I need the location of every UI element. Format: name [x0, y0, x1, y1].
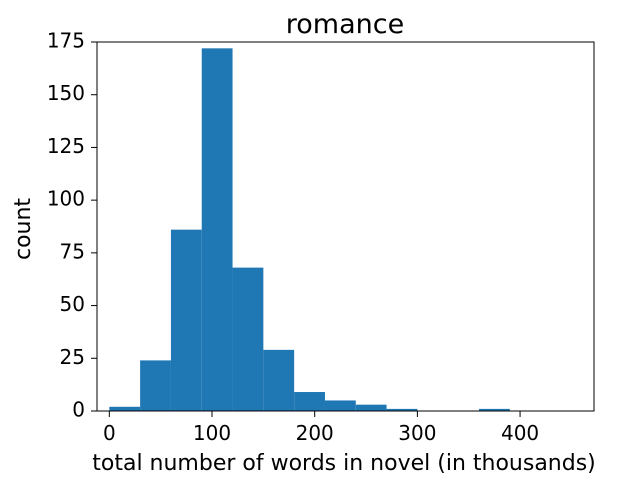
histogram-bar	[170, 229, 202, 411]
y-tick-label: 0	[72, 398, 85, 422]
histogram-bar	[263, 349, 295, 411]
y-tick-label: 50	[60, 292, 85, 316]
bars-group	[109, 48, 510, 411]
histogram-bar	[140, 360, 171, 411]
histogram-bar	[324, 400, 356, 411]
histogram-bar	[232, 267, 264, 411]
histogram-bar	[201, 48, 233, 411]
x-tick-label: 100	[193, 421, 231, 445]
x-tick-label: 300	[398, 421, 436, 445]
histogram-bar	[386, 408, 418, 411]
histogram-bar	[355, 404, 387, 411]
x-axis-ticks: 0 100 200 300 400	[103, 411, 539, 445]
histogram-bar	[478, 408, 510, 411]
y-axis-ticks: 0 25 50 75 100 125 150 175	[47, 29, 97, 422]
x-tick-label: 0	[103, 421, 116, 445]
y-axis-label: count	[11, 198, 36, 260]
plot-frame	[96, 41, 595, 412]
histogram-bar	[109, 406, 141, 411]
y-tick-label: 100	[47, 187, 85, 211]
y-tick-label: 125	[47, 134, 85, 158]
x-axis-label: total number of words in novel (in thous…	[92, 451, 596, 476]
y-tick-label: 25	[60, 345, 85, 369]
y-tick-label: 75	[60, 239, 85, 263]
x-tick-label: 200	[296, 421, 334, 445]
histogram-bar	[294, 392, 325, 411]
chart-title: romance	[286, 9, 404, 40]
x-tick-label: 400	[501, 421, 539, 445]
y-tick-label: 150	[47, 81, 85, 105]
y-tick-label: 175	[47, 29, 85, 53]
